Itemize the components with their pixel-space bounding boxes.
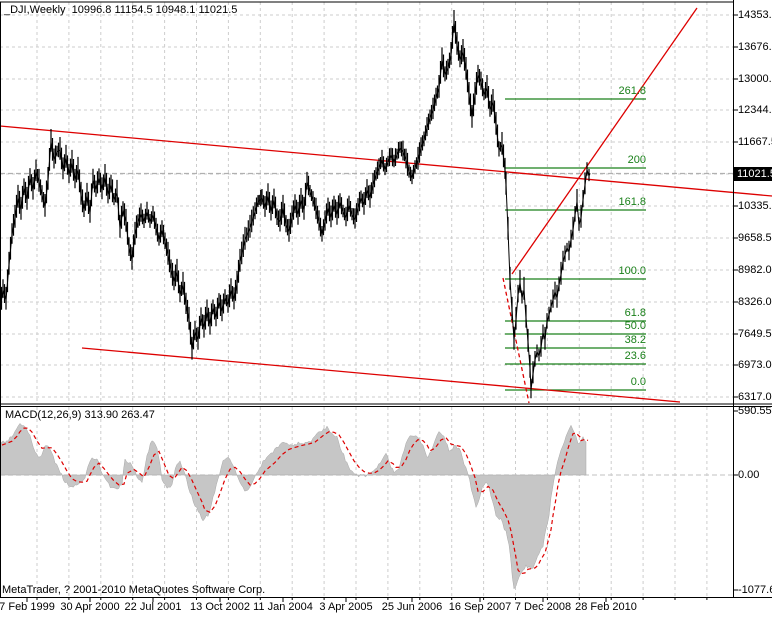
price-axis-label: 10335.0 — [738, 200, 772, 212]
fib-level-label: 161.8 — [618, 196, 646, 208]
fib-level-label: 61.8 — [624, 307, 646, 319]
fib-level-label: 38.2 — [624, 334, 646, 346]
fibonacci-retracement-lines — [505, 98, 646, 391]
macd-axis-label: 590.55 — [738, 405, 772, 417]
panel-borders — [0, 0, 772, 598]
trendline-ascending — [511, 7, 698, 275]
date-axis-label: 11 Jan 2004 — [253, 601, 313, 613]
macd-indicator-label: MACD(12,26,9) 313.90 263.47 — [5, 409, 155, 421]
price-axis-label: 13676.5 — [738, 41, 772, 53]
price-axis-label: 12344.0 — [738, 104, 772, 116]
price-axis-label: 9658.5 — [738, 232, 772, 244]
macd-histogram — [0, 423, 587, 590]
copyright-text: MetaTrader, ? 2001-2010 MetaQuotes Softw… — [2, 584, 266, 596]
price-axis-label: 13000.0 — [738, 73, 772, 85]
date-axis-label: 28 Feb 2010 — [575, 601, 637, 613]
macd-signal-line — [1, 427, 589, 575]
date-axis-label: 16 Sep 2007 — [448, 601, 512, 613]
fib-level-label: 200 — [627, 154, 646, 166]
date-axis-label: 13 Oct 2002 — [190, 601, 250, 613]
macd-axis-label: -1077.66 — [738, 584, 772, 596]
fib-level-label: 50.0 — [624, 320, 646, 332]
price-axis-label: 7649.5 — [738, 328, 772, 340]
date-axis-label: 3 Apr 2005 — [319, 601, 373, 613]
price-axis-label: 6973.0 — [738, 359, 772, 371]
fib-level-label: 23.6 — [624, 350, 646, 362]
candlestick-series — [0, 10, 590, 399]
fib-level-label: 261.8 — [618, 85, 646, 97]
price-axis-label: 8326.0 — [738, 296, 772, 308]
price-axis-label: 8982.0 — [738, 264, 772, 276]
fib-level-label: 0.0 — [630, 376, 646, 388]
price-axis-label: 6317.0 — [738, 391, 772, 403]
grid-lines — [0, 2, 733, 597]
current-price-box: 11021.5 — [734, 167, 772, 181]
trendline-lower-descending — [81, 347, 681, 403]
chart-title: _DJI,Weekly 10996.8 11154.5 10948.1 1102… — [4, 4, 238, 16]
axis-ticks — [26, 14, 738, 602]
price-axis-label: 11667.5 — [738, 136, 772, 148]
fibo-anchor-line — [502, 277, 530, 404]
date-axis-label: 22 Jul 2001 — [124, 601, 182, 613]
date-axis-label: 7 Dec 2008 — [514, 601, 572, 613]
date-axis-label: 7 Feb 1999 — [0, 601, 55, 613]
macd-axis-label: 0.00 — [738, 469, 760, 481]
date-axis-label: 30 Apr 2000 — [60, 601, 120, 613]
fib-level-label: 100.0 — [618, 265, 646, 277]
price-axis-label: 14353.0 — [738, 9, 772, 21]
date-axis-label: 25 Jun 2006 — [381, 601, 443, 613]
